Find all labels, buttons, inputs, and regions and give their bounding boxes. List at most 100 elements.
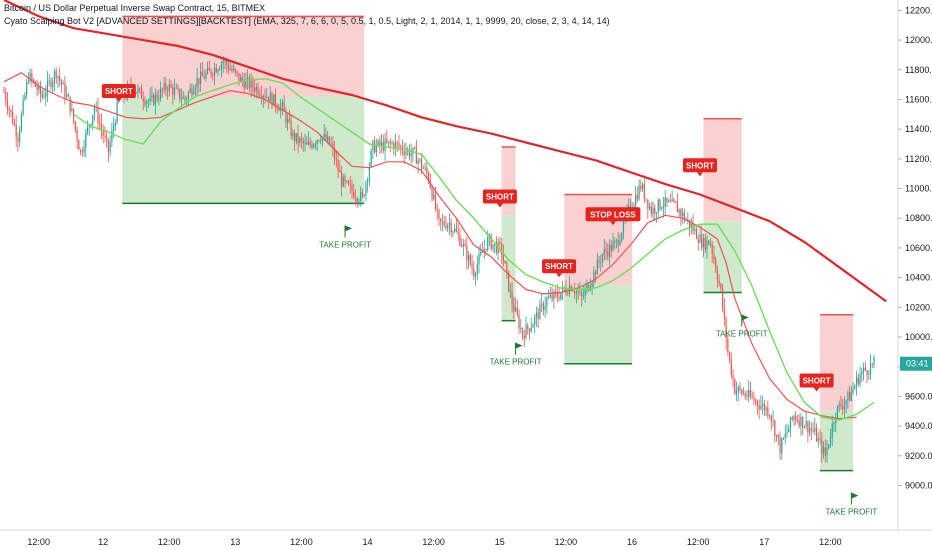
- signal-tag-pointer: [115, 98, 122, 103]
- candle-body: [346, 181, 348, 182]
- candle-body: [483, 248, 485, 253]
- candle-body: [387, 141, 390, 143]
- candle-body: [81, 151, 83, 153]
- signal-tag: [482, 189, 517, 204]
- candle-body: [650, 206, 652, 215]
- candle-body: [713, 253, 715, 260]
- candle-body: [495, 243, 498, 254]
- candle-body: [607, 251, 609, 257]
- candle-body: [742, 393, 745, 395]
- candle-body: [654, 207, 656, 214]
- candle-body: [335, 159, 337, 161]
- candle-body: [525, 324, 527, 339]
- candle-body: [727, 338, 729, 352]
- trade-tags: SHORT TAKE PROFIT SHORT TAKE PROFIT SHORT STO…: [101, 84, 877, 517]
- candle-body: [807, 421, 809, 433]
- candle-body: [716, 270, 718, 281]
- candle-body: [793, 415, 795, 420]
- candle-body: [561, 287, 564, 294]
- candle-body: [499, 241, 501, 245]
- candle-body: [328, 136, 330, 144]
- candle-body: [27, 81, 29, 83]
- candle-body: [412, 147, 414, 154]
- candle-body: [711, 243, 713, 254]
- candle-body: [302, 140, 304, 144]
- candle-body: [398, 143, 400, 147]
- candle-body: [64, 83, 66, 98]
- candle-body: [295, 133, 297, 142]
- candle-body: [661, 208, 663, 209]
- candle-body: [856, 377, 858, 386]
- candle-body: [763, 403, 765, 411]
- y-tick-label: 10200.0: [905, 302, 932, 312]
- candle-body: [299, 138, 301, 143]
- candle-body: [481, 251, 484, 253]
- candle-body: [527, 324, 529, 329]
- candle-body: [434, 194, 437, 209]
- candle-body: [828, 444, 830, 448]
- candle-body: [200, 71, 202, 84]
- candle-body: [795, 415, 797, 420]
- candle-body: [182, 96, 184, 99]
- candle-body: [513, 304, 515, 312]
- candle-body: [751, 396, 753, 398]
- candle-body: [748, 389, 750, 397]
- candle-body: [490, 235, 492, 249]
- candle-body: [539, 304, 541, 320]
- candle-body: [572, 290, 574, 292]
- candle-body: [233, 68, 235, 71]
- candle-body: [659, 199, 661, 209]
- candle-body: [8, 108, 10, 110]
- candle-body: [180, 98, 183, 100]
- candle-body: [248, 77, 250, 89]
- candle-body: [349, 184, 351, 186]
- x-tick-label: 12:00: [27, 537, 50, 547]
- candle-body: [464, 244, 466, 247]
- candle-body: [189, 88, 191, 93]
- candle-body: [688, 219, 691, 228]
- candle-body: [408, 149, 411, 157]
- signal-tag-label: SHORT: [686, 161, 714, 170]
- candle-body: [718, 280, 720, 285]
- candle-body: [514, 307, 517, 312]
- candle-body: [548, 296, 550, 299]
- candle-body: [805, 421, 807, 427]
- candle-body: [179, 88, 181, 99]
- candle-body: [595, 271, 597, 275]
- candle-body: [767, 407, 769, 416]
- candle-body: [6, 101, 9, 109]
- signal-tag: [683, 158, 717, 173]
- candle-body: [476, 264, 478, 275]
- candle-body: [99, 123, 101, 124]
- candle-body: [358, 201, 360, 203]
- candle-body: [485, 248, 487, 251]
- candle-body: [596, 259, 598, 275]
- candle-body: [243, 81, 245, 89]
- candle-body: [702, 237, 705, 248]
- candle-body: [798, 420, 800, 426]
- candle-body: [415, 148, 417, 164]
- candle-body: [154, 94, 156, 105]
- candle-body: [643, 184, 645, 199]
- candle-body: [135, 92, 137, 94]
- candle-body: [146, 101, 148, 105]
- take-profit-label: TAKE PROFIT: [319, 240, 371, 249]
- candle-body: [570, 286, 572, 291]
- candle-body: [149, 97, 151, 102]
- candle-body: [76, 129, 78, 141]
- candle-body: [3, 92, 5, 93]
- candle-body: [617, 240, 619, 246]
- candle-body: [441, 221, 444, 223]
- candle-body: [753, 397, 755, 401]
- candle-body: [541, 303, 543, 305]
- candle-body: [509, 290, 511, 292]
- candle-body: [255, 86, 257, 92]
- candle-body: [508, 271, 510, 291]
- last-price-label: 03:41: [900, 356, 932, 371]
- candle-body: [351, 185, 353, 192]
- candle-body: [262, 96, 264, 99]
- candle-body: [655, 212, 658, 214]
- candle-body: [652, 207, 654, 215]
- candle-body: [577, 291, 579, 293]
